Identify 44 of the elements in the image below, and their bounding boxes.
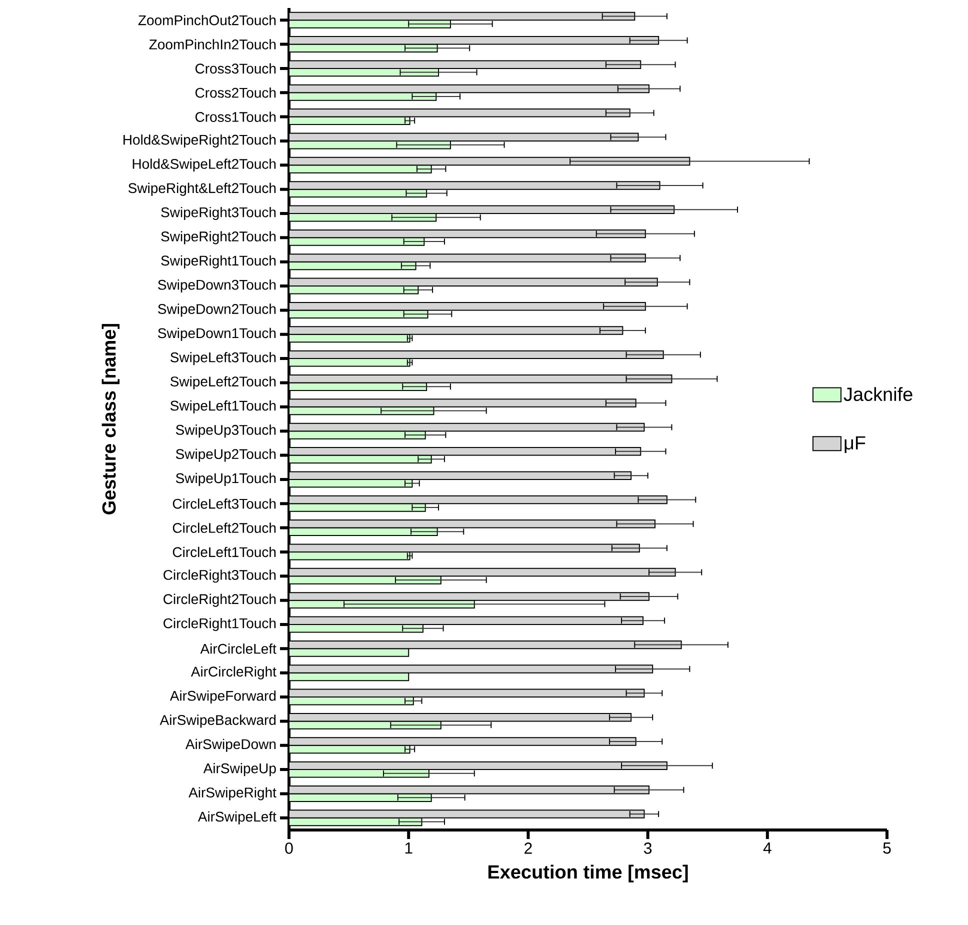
y-tick-label: CircleLeft1Touch (172, 546, 276, 558)
y-tick-label: SwipeRight3Touch (161, 206, 276, 220)
y-tick-label: SwipeDown1Touch (158, 328, 276, 341)
y-tick-label: CircleRight2Touch (164, 594, 276, 607)
x-tick-label: 3 (644, 842, 652, 854)
y-tick-label: SwipeUp3Touch (176, 424, 276, 438)
y-tick-label: Cross3Touch (195, 63, 276, 74)
x-tick-label: 1 (405, 842, 412, 854)
y-tick-label: SwipeRight2Touch (161, 231, 276, 244)
x-tick-label: 5 (883, 842, 891, 854)
y-tick-label: SwipeDown2Touch (158, 304, 276, 317)
x-axis-title: Execution time [msec] (488, 864, 688, 882)
y-tick-label: CircleLeft2Touch (172, 522, 276, 533)
y-tick-label: SwipeUp1Touch (176, 472, 276, 486)
y-tick-label: AirSwipeDown (185, 738, 276, 752)
y-tick-label: AirSwipeLeft (198, 811, 276, 824)
x-tick-label: 0 (285, 842, 293, 854)
y-tick-label: AirSwipeForward (170, 690, 276, 704)
y-tick-label: SwipeRight1Touch (161, 255, 276, 268)
y-tick-label: ZoomPinchIn2Touch (149, 39, 276, 50)
y-tick-label: AirCircleRight (190, 666, 276, 680)
y-tick-label: Hold&SwipeLeft2Touch (132, 158, 276, 172)
legend-label: μF (844, 436, 866, 454)
y-tick-label: Cross2Touch (195, 87, 276, 98)
y-tick-label: SwipeLeft3Touch (170, 352, 276, 366)
x-tick-label: 2 (524, 842, 532, 854)
y-tick-label: AirSwipeRight (188, 787, 276, 800)
y-tick-label: CircleRight1Touch (164, 618, 276, 632)
legend-label: Jacknife (844, 387, 912, 402)
y-axis-title: Gesture class [name] (102, 324, 120, 514)
y-tick-label: AirCircleLeft (200, 644, 276, 654)
y-tick-label: Cross1Touch (195, 112, 276, 122)
y-tick-label: ZoomPinchOut2Touch (138, 14, 276, 26)
y-tick-label: SwipeRight&Left2Touch (128, 182, 276, 196)
y-tick-label: CircleLeft3Touch (172, 498, 276, 509)
y-tick-label: SwipeDown3Touch (158, 280, 276, 293)
y-tick-label: AirSwipeUp (203, 763, 276, 776)
y-tick-label: SwipeLeft1Touch (170, 400, 276, 414)
y-tick-label: AirSwipeBackward (160, 714, 276, 728)
y-tick-label: Hold&SwipeRight2Touch (124, 134, 276, 148)
x-tick-label: 4 (763, 842, 772, 854)
y-tick-label: CircleRight3Touch (164, 570, 276, 583)
y-tick-label: SwipeLeft2Touch (170, 376, 276, 390)
y-tick-label: SwipeUp2Touch (176, 448, 276, 462)
